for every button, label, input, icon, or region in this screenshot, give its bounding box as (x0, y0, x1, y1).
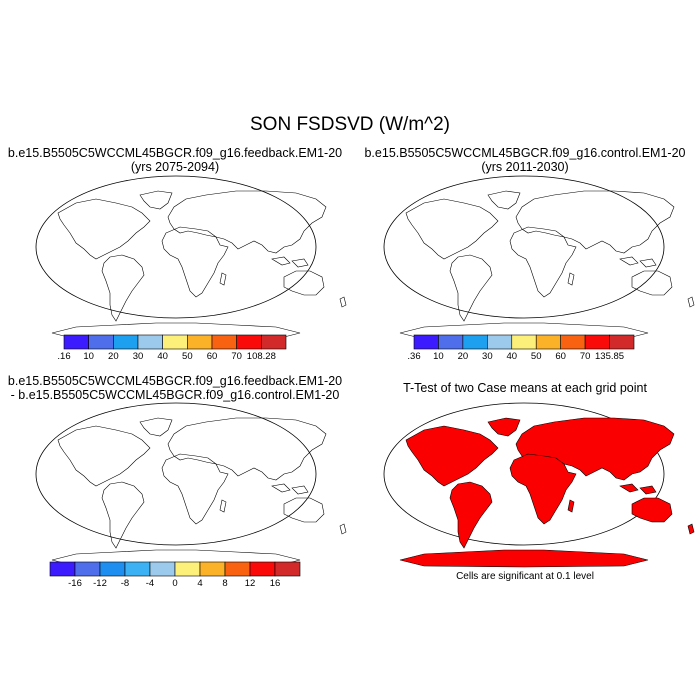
colorbar-feedback-label: 40 (157, 351, 168, 362)
colorbar-feedback-label: 60 (207, 351, 218, 362)
significance-note: Cells are significant at 0.1 level (456, 571, 594, 582)
colorbar-feedback-label: .16 (57, 351, 70, 362)
colorbar-feedback-label: 30 (133, 351, 144, 362)
colorbar-feedback-label: 108.28 (247, 351, 276, 362)
colorbar-control-label: 20 (458, 351, 469, 362)
map-control (383, 175, 695, 341)
colorbar-difference-box (49, 561, 76, 577)
colorbar-difference-box (199, 561, 226, 577)
colorbar-feedback-label: 10 (83, 351, 94, 362)
map-control-frame (383, 175, 665, 319)
panel-title-ttest: T-Test of two Case means at each grid po… (403, 381, 647, 395)
colorbar-difference-box (124, 561, 151, 577)
colorbar-control-box (535, 334, 561, 350)
colorbar-feedback-box (236, 334, 262, 350)
panel-title-difference: b.e15.B5505C5WCCML45BGCR.f09_g16.feedbac… (0, 374, 350, 402)
colorbar-difference-box (224, 561, 251, 577)
colorbar-control-box (584, 334, 610, 350)
colorbar-difference-box (249, 561, 276, 577)
colorbar-control-box (511, 334, 537, 350)
colorbar-difference: -16 -12 -8 -4 0 4 8 12 16 (49, 561, 301, 589)
panel-title-control-line2: (yrs 2011-2030) (481, 160, 569, 174)
colorbar-difference-label: 8 (222, 578, 227, 589)
colorbar-difference-box (99, 561, 126, 577)
panel-title-feedback-line2: (yrs 2075-2094) (130, 160, 220, 174)
colorbar-difference-box (74, 561, 101, 577)
colorbar-feedback-box (88, 334, 114, 350)
colorbar-feedback-box (113, 334, 139, 350)
colorbar-control-box (487, 334, 513, 350)
colorbar-control-label: .36 (407, 351, 420, 362)
colorbar-difference-label: -8 (121, 578, 129, 589)
colorbar-feedback-box (162, 334, 188, 350)
colorbar-feedback-label: 20 (108, 351, 119, 362)
colorbar-difference-label: 16 (270, 578, 281, 589)
colorbar-difference-label: -12 (93, 578, 107, 589)
panel-title-difference-line1: b.e15.B5505C5WCCML45BGCR.f09_g16.feedbac… (7, 374, 343, 388)
colorbar-difference-label: -16 (68, 578, 82, 589)
colorbar-control-label: 40 (506, 351, 517, 362)
panel-title-difference-line2: - b.e15.B5505C5WCCML45BGCR.f09_g16.contr… (10, 388, 340, 402)
colorbar-difference-label: 0 (172, 578, 177, 589)
colorbar-feedback-box (261, 334, 287, 350)
colorbar-difference-box (174, 561, 201, 577)
colorbar-difference-box (274, 561, 301, 577)
colorbar-feedback-label: 50 (182, 351, 193, 362)
colorbar-control-box (462, 334, 488, 350)
colorbar-control-label: 135.85 (595, 351, 624, 362)
colorbar-difference-label: 12 (245, 578, 256, 589)
panel-title-feedback-line1: b.e15.B5505C5WCCML45BGCR.f09_g16.feedbac… (7, 146, 343, 160)
colorbar-control-box (413, 334, 439, 350)
panel-title-control-line1: b.e15.B5505C5WCCML45BGCR.f09_g16.control… (364, 146, 686, 160)
colorbar-feedback-label: 70 (231, 351, 242, 362)
panel-title-control: b.e15.B5505C5WCCML45BGCR.f09_g16.control… (350, 146, 700, 174)
panel-title-feedback: b.e15.B5505C5WCCML45BGCR.f09_g16.feedbac… (0, 146, 350, 174)
main-title: SON FSDSVD (W/m^2) (250, 114, 450, 135)
colorbar-difference-label: -4 (146, 578, 154, 589)
map-feedback-frame (35, 175, 317, 319)
colorbar-control-label: 60 (555, 351, 566, 362)
colorbar-control-box (609, 334, 635, 350)
colorbar-difference-box (149, 561, 176, 577)
colorbar-control-label: 30 (482, 351, 493, 362)
map-difference-frame (35, 402, 317, 546)
colorbar-control-box (438, 334, 464, 350)
colorbar-feedback-box (211, 334, 237, 350)
colorbar-feedback-box (137, 334, 163, 350)
colorbar-control-label: 70 (580, 351, 591, 362)
colorbar-feedback-box (63, 334, 89, 350)
colorbar-feedback: .16 10 20 30 40 50 60 70 108.28 (57, 334, 287, 362)
colorbar-difference-label: 4 (197, 578, 202, 589)
colorbar-control-label: 10 (433, 351, 444, 362)
map-difference (35, 402, 347, 568)
colorbar-control: .36 10 20 30 40 50 60 70 135.85 (407, 334, 635, 362)
map-feedback (35, 175, 347, 341)
colorbar-feedback-box (187, 334, 213, 350)
colorbar-control-box (560, 334, 586, 350)
colorbar-control-label: 50 (531, 351, 542, 362)
map-ttest (383, 402, 695, 568)
